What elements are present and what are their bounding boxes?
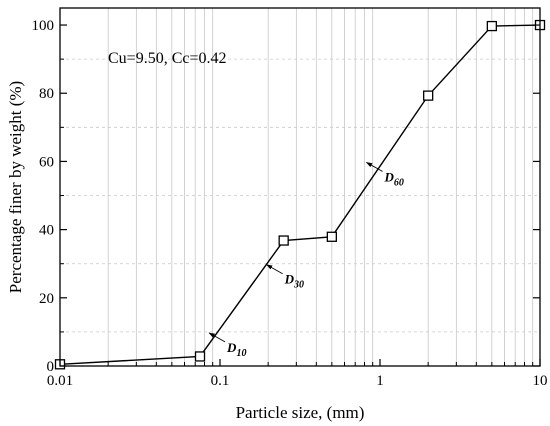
x-tick-label: 1 xyxy=(376,373,384,389)
y-tick-label: 60 xyxy=(39,154,54,170)
leader-arrow xyxy=(208,332,226,343)
d-annotation-subscript: 30 xyxy=(293,280,304,291)
d-annotation-letter: D xyxy=(226,340,237,355)
leader-arrow xyxy=(266,264,283,275)
leader-arrow xyxy=(365,162,383,172)
x-tick-label: 10 xyxy=(533,373,548,389)
d-annotation-label: D30 xyxy=(284,272,304,291)
data-point-marker xyxy=(278,235,289,246)
y-tick-label: 100 xyxy=(32,18,55,34)
y-tick-label: 80 xyxy=(39,86,54,102)
grid xyxy=(60,8,540,366)
d-annotation-letter: D xyxy=(383,169,394,184)
d-annotation-letter: D xyxy=(284,272,295,287)
series-line xyxy=(59,24,541,365)
series-layer xyxy=(54,19,546,370)
d-annotation-subscript: 10 xyxy=(236,348,246,359)
y-tick-label: 40 xyxy=(39,223,54,239)
y-tick-label: 0 xyxy=(47,359,55,375)
x-tick-label: 0.1 xyxy=(211,373,230,389)
data-point-marker xyxy=(326,231,337,242)
plot-frame xyxy=(59,7,541,367)
data-point-marker xyxy=(423,90,434,101)
y-tick-label: 20 xyxy=(39,291,54,307)
cu-cc-annotation: Cu=9.50, Cc=0.42 xyxy=(108,50,227,67)
data-point-marker xyxy=(194,351,206,362)
x-axis-label: Particle size, (mm) xyxy=(236,403,365,422)
d-annotation-subscript: 60 xyxy=(394,177,404,188)
d-annotation-label: D10 xyxy=(226,340,246,359)
d-annotation-label: D60 xyxy=(383,169,403,188)
data-point-marker xyxy=(486,20,497,32)
y-axis-label: Percentage finer by weight (%) xyxy=(6,81,25,293)
x-tick-label: 0.01 xyxy=(47,373,73,389)
